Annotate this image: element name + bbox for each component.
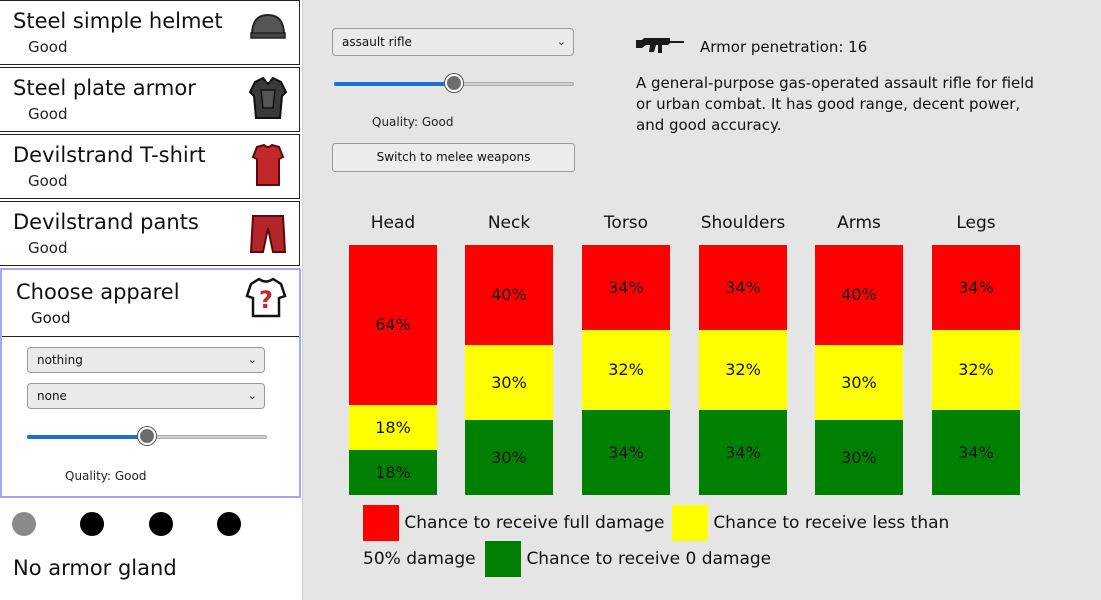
damage-segment-partial: 32% [932,330,1020,410]
armor-penetration: Armor penetration: 16 [700,38,868,56]
gland-option-dot[interactable] [80,512,104,536]
damage-bar: 34% 32% 34% [932,245,1020,495]
damage-bar: 64% 18% 18% [349,245,437,495]
apparel-quality: Good [28,105,68,123]
chevron-down-icon: ⌄ [556,35,566,48]
apparel-name: Steel simple helmet [13,9,223,33]
select-value: none [37,389,67,403]
apparel-item-pants[interactable]: Devilstrand pants Good [0,201,300,266]
apparel-quality: Good [28,172,68,190]
legend-swatch-none [485,541,522,577]
unknown-apparel-icon: ? [245,277,287,318]
damage-segment-none: 30% [465,420,553,495]
chevron-down-icon: ⌄ [247,389,257,402]
pants-icon [249,215,287,253]
choose-apparel-title: Choose apparel [16,280,180,304]
apparel-material-select[interactable]: nothing ⌄ [27,347,265,373]
damage-segment-none: 34% [932,410,1020,495]
damage-segment-full: 34% [582,245,670,330]
apparel-quality-label: Quality: Good [65,469,147,483]
helmet-icon [250,13,286,39]
apparel-quality-slider[interactable] [27,427,267,447]
legend-swatch-partial [671,505,708,541]
slider-thumb[interactable] [445,74,463,92]
damage-segment-none: 30% [815,420,903,495]
damage-bar: 40% 30% 30% [465,245,553,495]
assault-rifle-icon [636,38,684,53]
body-part-label: Head [370,213,416,233]
gland-option-dot[interactable] [217,512,241,536]
damage-segment-partial: 32% [699,330,787,410]
slider-fill [334,82,454,86]
choose-apparel-header[interactable]: Choose apparel Good ? [2,270,299,337]
damage-segment-full: 34% [932,245,1020,330]
body-part-label: Arms [837,213,881,233]
legend-label-full: Chance to receive full damage [404,513,665,533]
slider-fill [27,435,147,439]
apparel-item-plate-armor[interactable]: Steel plate armor Good [0,67,300,132]
damage-segment-partial: 18% [349,405,437,450]
gland-option-dot[interactable] [12,512,36,536]
slider-thumb[interactable] [138,427,156,445]
legend-swatch-full [363,505,399,541]
apparel-sidebar: Steel simple helmet Good Steel plate arm… [0,0,303,600]
damage-segment-none: 34% [699,410,787,495]
apparel-quality: Good [28,38,68,56]
plate-armor-icon [248,76,288,119]
legend-label-none: Chance to receive 0 damage [526,549,772,569]
weapon-quality-slider[interactable] [334,74,574,94]
tshirt-icon [251,143,285,186]
choose-apparel-quality: Good [31,309,71,327]
damage-bar: 34% 32% 34% [699,245,787,495]
damage-segment-partial: 32% [582,330,670,410]
damage-segment-none: 34% [582,410,670,495]
legend-label-partial: Chance to receive less than 50% damage [363,513,950,569]
damage-legend: Chance to receive full damage Chance to … [363,505,963,577]
damage-segment-full: 64% [349,245,437,405]
apparel-name: Steel plate armor [13,76,196,100]
weapon-quality-label: Quality: Good [372,115,454,129]
armor-gland-label: No armor gland [13,556,177,580]
switch-melee-button[interactable]: Switch to melee weapons [332,143,575,172]
weapon-select[interactable]: assault rifle ⌄ [332,28,574,56]
damage-segment-none: 18% [349,450,437,495]
apparel-item-helmet[interactable]: Steel simple helmet Good [0,0,300,65]
apparel-quality: Good [28,239,68,257]
weapon-description: A general-purpose gas-operated assault r… [636,74,1034,134]
damage-segment-full: 40% [815,245,903,345]
damage-bar: 40% 30% 30% [815,245,903,495]
choose-apparel-panel: Choose apparel Good ? nothing ⌄ none ⌄ Q… [0,268,301,498]
damage-segment-partial: 30% [815,345,903,420]
gland-option-dot[interactable] [149,512,173,536]
body-part-label: Legs [956,213,996,233]
apparel-item-tshirt[interactable]: Devilstrand T-shirt Good [0,134,300,199]
apparel-second-select[interactable]: none ⌄ [27,383,265,409]
select-value: nothing [37,353,83,367]
damage-segment-full: 34% [699,245,787,330]
apparel-name: Devilstrand pants [13,210,199,234]
damage-bar: 34% 32% 34% [582,245,670,495]
damage-segment-partial: 30% [465,345,553,420]
select-value: assault rifle [342,35,412,49]
body-part-label: Neck [487,213,531,233]
damage-segment-full: 40% [465,245,553,345]
body-part-label: Torso [603,213,649,233]
body-part-label: Shoulders [700,213,786,233]
apparel-name: Devilstrand T-shirt [13,143,206,167]
chevron-down-icon: ⌄ [247,353,257,366]
svg-text:?: ? [259,286,273,314]
